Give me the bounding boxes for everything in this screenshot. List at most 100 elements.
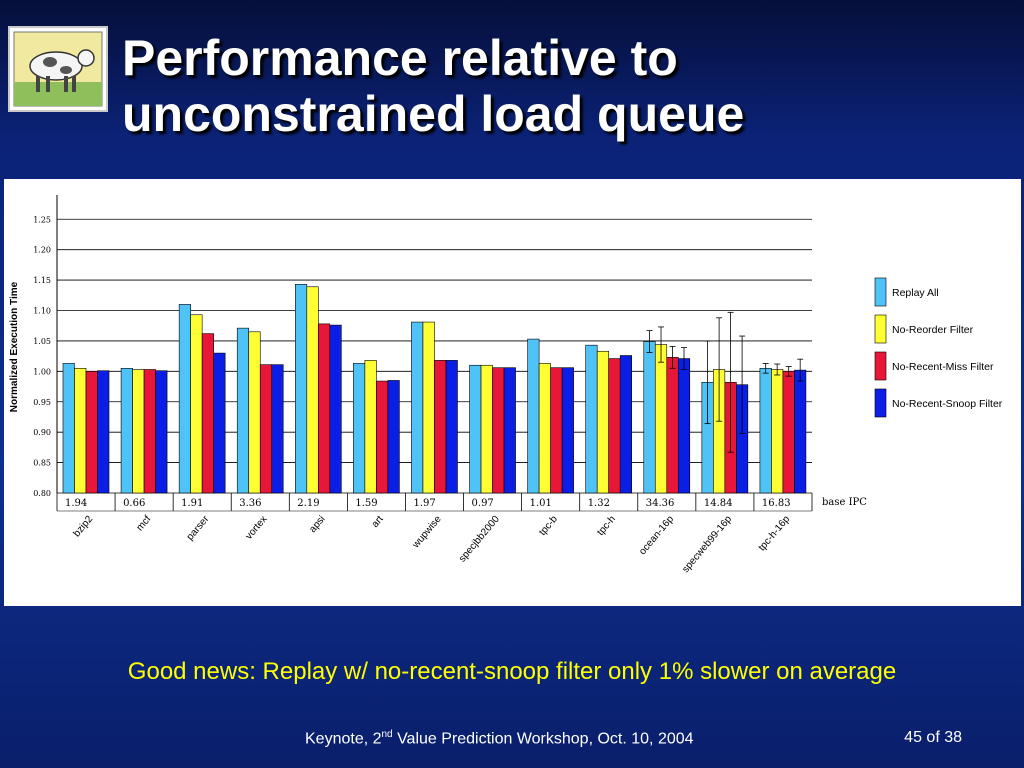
bar (445, 360, 458, 494)
bar (561, 367, 574, 494)
bar (480, 364, 493, 494)
bar (62, 363, 75, 494)
bar (550, 367, 563, 494)
legend-swatch (874, 351, 887, 381)
footer-prefix: Keynote, 2 (305, 730, 382, 748)
bar (236, 327, 250, 494)
bar (120, 367, 133, 494)
x-tick-label: apsi (307, 514, 327, 535)
base-ipc-label: 3.36 (239, 498, 261, 509)
legend-swatch (874, 314, 887, 344)
x-tick-label: ocean-16p (637, 514, 676, 558)
footer-text: Keynote, 2nd Value Prediction Workshop, … (305, 729, 694, 748)
y-axis-label: Normalized Execution Time (9, 281, 20, 412)
bar (329, 324, 342, 494)
bar (364, 360, 377, 494)
y-tick-label: 1.15 (33, 276, 51, 285)
x-tick-label: specjbb2000 (457, 514, 502, 565)
footer-suffix: Value Prediction Workshop, Oct. 10, 2004 (392, 730, 694, 748)
x-tick-label: art (370, 514, 386, 530)
bar (201, 333, 214, 494)
bar (155, 370, 168, 494)
bar (619, 355, 632, 494)
bar (97, 370, 110, 494)
bar (527, 338, 540, 494)
x-tick-label: vortex (244, 514, 270, 542)
base-ipc-caption: base IPC (822, 497, 867, 508)
bar (794, 369, 807, 494)
y-tick-label: 0.90 (33, 428, 51, 437)
bar (469, 364, 482, 494)
y-tick-label: 1.00 (33, 367, 51, 376)
bar (248, 331, 261, 494)
y-tick-label: 0.85 (33, 459, 51, 468)
bar (85, 371, 98, 494)
y-tick-label: 1.25 (33, 215, 51, 224)
y-tick-label: 1.20 (33, 246, 51, 255)
legend-swatch (874, 277, 887, 307)
bar (74, 367, 87, 494)
bar (143, 369, 156, 494)
bar (492, 367, 505, 494)
base-ipc-label: 34.36 (646, 498, 675, 509)
bar (190, 314, 203, 494)
y-tick-label: 0.95 (33, 398, 51, 407)
bar (654, 344, 668, 494)
title-line-2: unconstrained load queue (122, 86, 745, 142)
base-ipc-label: 0.66 (123, 498, 145, 509)
page-number: 45 of 38 (904, 729, 962, 746)
bar (538, 363, 551, 494)
base-ipc-label: 0.97 (472, 498, 494, 509)
bar (677, 358, 691, 494)
base-ipc-label: 14.84 (704, 498, 733, 509)
base-ipc-label: 1.32 (588, 498, 610, 509)
bar (132, 369, 145, 494)
x-tick-label: wupwise (410, 514, 444, 552)
bar (387, 380, 400, 494)
bar (434, 360, 447, 494)
y-tick-label: 1.10 (33, 307, 51, 316)
x-tick-label: specweb99-16p (680, 514, 734, 575)
bar (643, 341, 656, 494)
bar (503, 367, 516, 494)
bar (259, 364, 273, 494)
bar (596, 350, 609, 494)
bar (771, 369, 784, 494)
bar (422, 321, 435, 494)
bar (178, 304, 191, 494)
bar (585, 344, 598, 494)
base-ipc-label: 1.91 (181, 498, 203, 509)
bar (306, 286, 319, 494)
x-tick-label: mcf (135, 514, 154, 534)
slide-title: Performance relative to unconstrained lo… (122, 30, 1002, 142)
slide-caption: Good news: Replay w/ no-recent-snoop fil… (127, 658, 897, 685)
x-tick-label: tpc-h-16p (757, 514, 793, 554)
x-tick-label: parser (185, 513, 212, 542)
bar (353, 363, 366, 494)
base-ipc-label: 1.01 (530, 498, 552, 509)
legend-swatch (874, 388, 887, 418)
base-ipc-label: 1.59 (355, 498, 377, 509)
bar (608, 358, 621, 494)
base-ipc-label: 1.94 (65, 498, 87, 509)
legend-label: Replay All (892, 287, 939, 299)
base-ipc-label: 2.19 (297, 498, 319, 509)
bar (271, 364, 284, 494)
title-line-1: Performance relative to (122, 30, 678, 86)
bar (759, 367, 772, 494)
x-tick-label: bzip2 (72, 514, 96, 540)
legend-label: No-Recent-Snoop Filter (892, 398, 1003, 410)
x-tick-label: tpc-b (537, 514, 560, 538)
bar-chart: 0.80 0.85 0.90 0.95 1.00 1.05 1.10 1.15 1.20 1.25… (9, 195, 1003, 575)
base-ipc-label: 16.83 (762, 498, 791, 509)
x-tick-label: tpc-h (595, 514, 618, 538)
y-tick-label: 1.05 (33, 337, 51, 346)
bar (318, 323, 331, 494)
legend-label: No-Recent-Miss Filter (892, 361, 994, 373)
base-ipc-label: 1.97 (413, 498, 435, 509)
chart-panel: 0.80 0.85 0.90 0.95 1.00 1.05 1.10 1.15 1.20 1.25… (4, 179, 1021, 606)
cow-logo (8, 26, 108, 112)
bar (295, 284, 308, 494)
bar (376, 380, 389, 494)
bar (213, 352, 226, 494)
